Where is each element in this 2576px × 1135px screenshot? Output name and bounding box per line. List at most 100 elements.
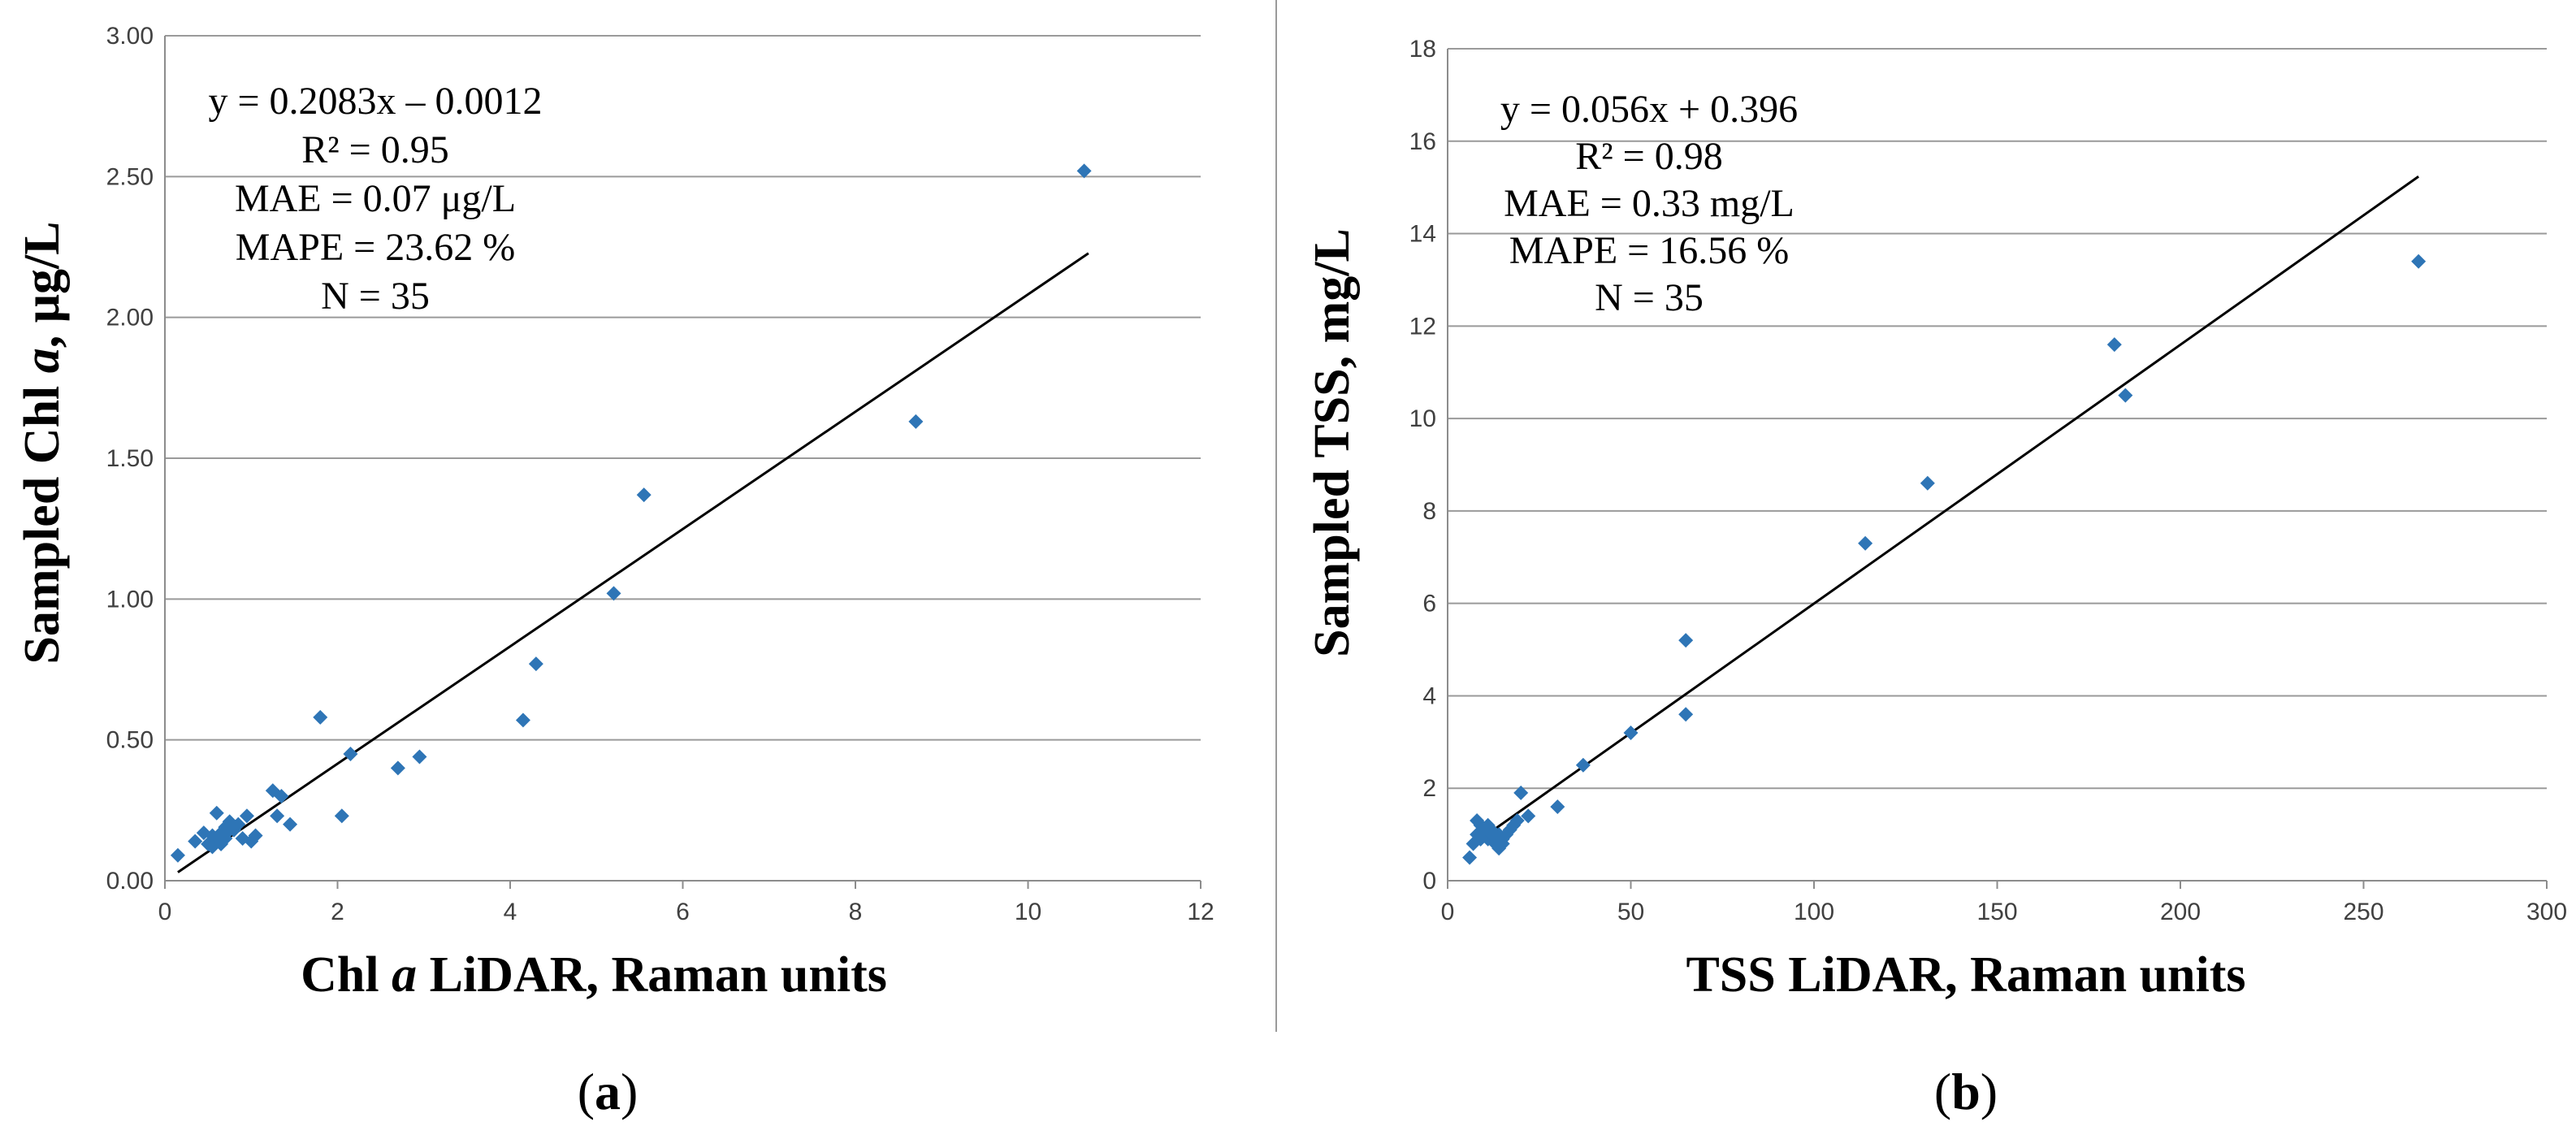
panel-a-annotation-line: y = 0.2083x – 0.0012 [208, 80, 542, 123]
panel-a-x-tick-label: 4 [504, 899, 517, 925]
panel-a-annotation: y = 0.2083x – 0.0012 R² = 0.95 MAE = 0.07 … [208, 80, 542, 318]
panel-a-x-tick-label: 8 [849, 899, 863, 925]
panel-a-data-point [209, 805, 224, 821]
panel-a-x-tick-label: 6 [676, 899, 690, 925]
panel-a-chart: 0.00 0.50 1.00 1.50 2.00 2.50 3.00 0 2 4 6 8 10 12 y … [15, 23, 1214, 1120]
panel-b-annotation-line: MAPE = 16.56 % [1509, 229, 1789, 272]
panel-b-data-point [1462, 850, 1478, 865]
panel-b-data-point [1513, 785, 1529, 800]
panel-a-data-point [343, 747, 358, 761]
panel-b-x-tick-label: 50 [1617, 899, 1644, 925]
panel-a-data-point [270, 808, 285, 824]
panel-a-data-point [636, 487, 652, 503]
panel-a-annotation-line: R² = 0.95 [301, 128, 448, 171]
panel-a-data-point [412, 749, 427, 765]
panel-a-x-tick-label: 2 [331, 899, 344, 925]
panel-a-data-point [170, 847, 185, 863]
panel-b-data-point [1509, 813, 1525, 829]
panel-b-x-tick-label: 250 [2343, 899, 2383, 925]
panel-a-y-tick-label: 2.00 [106, 305, 154, 331]
panel-b-data-point [1623, 725, 1639, 740]
panel-b-x-tick-label: 0 [1441, 899, 1455, 925]
panel-b-annotation-line: y = 0.056x + 0.396 [1500, 88, 1798, 131]
panel-b-points [1462, 253, 2427, 865]
panel-b-y-tick-label: 18 [1409, 36, 1436, 63]
panel-b-gridlines [1448, 48, 2547, 790]
panel-a-data-point [1076, 163, 1092, 179]
panel-b-y-tick-label: 4 [1422, 682, 1436, 709]
panel-b-data-point [1858, 535, 1873, 551]
panel-a-y-tick-label: 1.00 [106, 586, 154, 613]
panel-a-points [170, 163, 1092, 863]
panel-a-data-point [274, 789, 289, 804]
panel-b-y-tick-label: 12 [1409, 313, 1436, 340]
panel-a-data-point [313, 709, 328, 725]
panel-a-data-point [390, 760, 405, 776]
panel-a-x-tick-label: 0 [158, 899, 172, 925]
panel-a-x-tick-label: 10 [1015, 899, 1041, 925]
panel-b-data-point [1487, 827, 1503, 843]
panel-b-axes [1447, 49, 2548, 889]
panel-b-data-point [1473, 831, 1488, 847]
panel-a-data-point [239, 808, 254, 824]
panel-a-label: (a) [578, 1063, 639, 1120]
panel-b-y-tick-label: 10 [1409, 405, 1436, 432]
panel-a-annotation-line: MAPE = 23.62 % [236, 226, 515, 269]
panel-b-x-tick-label: 100 [1794, 899, 1834, 925]
panel-b-annotation-line: R² = 0.98 [1575, 135, 1722, 178]
panel-b-chart: 0 2 4 6 8 10 12 14 16 18 0 50 100 150 200 250 300 y = 0.… [1305, 36, 2567, 1120]
panel-a-x-tick-label: 12 [1187, 899, 1214, 925]
panel-a-data-point [334, 808, 349, 824]
panel-a-axes [164, 36, 1201, 889]
panel-a-y-tick-label: 0.00 [106, 868, 154, 895]
panel-b-y-tick-label: 0 [1422, 868, 1436, 895]
panel-a-fit-line-group [177, 252, 1089, 873]
panel-b-y-tick-label: 2 [1422, 775, 1436, 802]
panel-b-annotation-line: N = 35 [1595, 276, 1704, 319]
panel-b-data-point [1521, 808, 1536, 824]
panel-b-data-point [1920, 475, 1935, 491]
panel-a-tick-labels: 0.00 0.50 1.00 1.50 2.00 2.50 3.00 0 2 4 6 8 10 12 [106, 23, 1214, 925]
panel-a-annotation-line: N = 35 [321, 275, 430, 318]
panel-a-gridlines [165, 35, 1201, 741]
panel-b-y-tick-label: 8 [1422, 498, 1436, 525]
panel-a-fit-line [177, 252, 1089, 873]
panel-a-data-point [908, 414, 924, 429]
panel-a-data-point [283, 817, 298, 832]
panel-b-annotation-line: MAE = 0.33 mg/L [1504, 182, 1795, 225]
panel-b-y-tick-label: 16 [1409, 128, 1436, 155]
panel-b-data-point [1678, 633, 1694, 648]
panel-b-label: (b) [1934, 1063, 1998, 1120]
panel-a-y-tick-label: 1.50 [106, 445, 154, 472]
panel-b-tick-labels: 0 2 4 6 8 10 12 14 16 18 0 50 100 150 200 250 300 [1409, 36, 2567, 925]
panel-b-data-point [1550, 799, 1565, 814]
panel-a-y-tick-label: 0.50 [106, 727, 154, 754]
panel-a-data-point [188, 834, 203, 849]
panel-a-data-point [248, 828, 263, 843]
panel-b-y-tick-label: 14 [1409, 221, 1436, 248]
panel-a-data-point [515, 713, 530, 728]
panel-b-y-tick-label: 6 [1422, 591, 1436, 617]
panel-b-y-axis-title: Sampled TSS, mg/L [1305, 228, 1360, 657]
panel-b-x-tick-label: 200 [2160, 899, 2201, 925]
panel-b-x-tick-label: 150 [1976, 899, 2017, 925]
panel-b-data-point [1678, 707, 1694, 722]
panel-a-x-axis-title: Chl a LiDAR, Raman units [301, 947, 887, 1003]
panel-a-data-point [222, 822, 237, 838]
panel-a-annotation-line: MAE = 0.07 μg/L [235, 177, 516, 220]
panel-b-x-axis-title: TSS LiDAR, Raman units [1686, 947, 2245, 1003]
panel-b-x-tick-label: 300 [2526, 899, 2567, 925]
panel-b-data-point [2106, 337, 2122, 353]
panel-a-y-tick-label: 3.00 [106, 23, 154, 50]
panel-a-y-tick-label: 2.50 [106, 163, 154, 190]
panel-b-data-point [1575, 757, 1591, 773]
panel-b-data-point [2118, 388, 2133, 403]
panel-a-y-axis-title: Sampled Chl a, μg/L [15, 221, 70, 664]
panel-a-data-point [214, 836, 229, 851]
panel-a-data-point [606, 586, 621, 601]
panel-b-data-point [2411, 253, 2427, 269]
panel-b-data-point [1480, 817, 1496, 833]
panel-a-data-point [528, 656, 543, 672]
